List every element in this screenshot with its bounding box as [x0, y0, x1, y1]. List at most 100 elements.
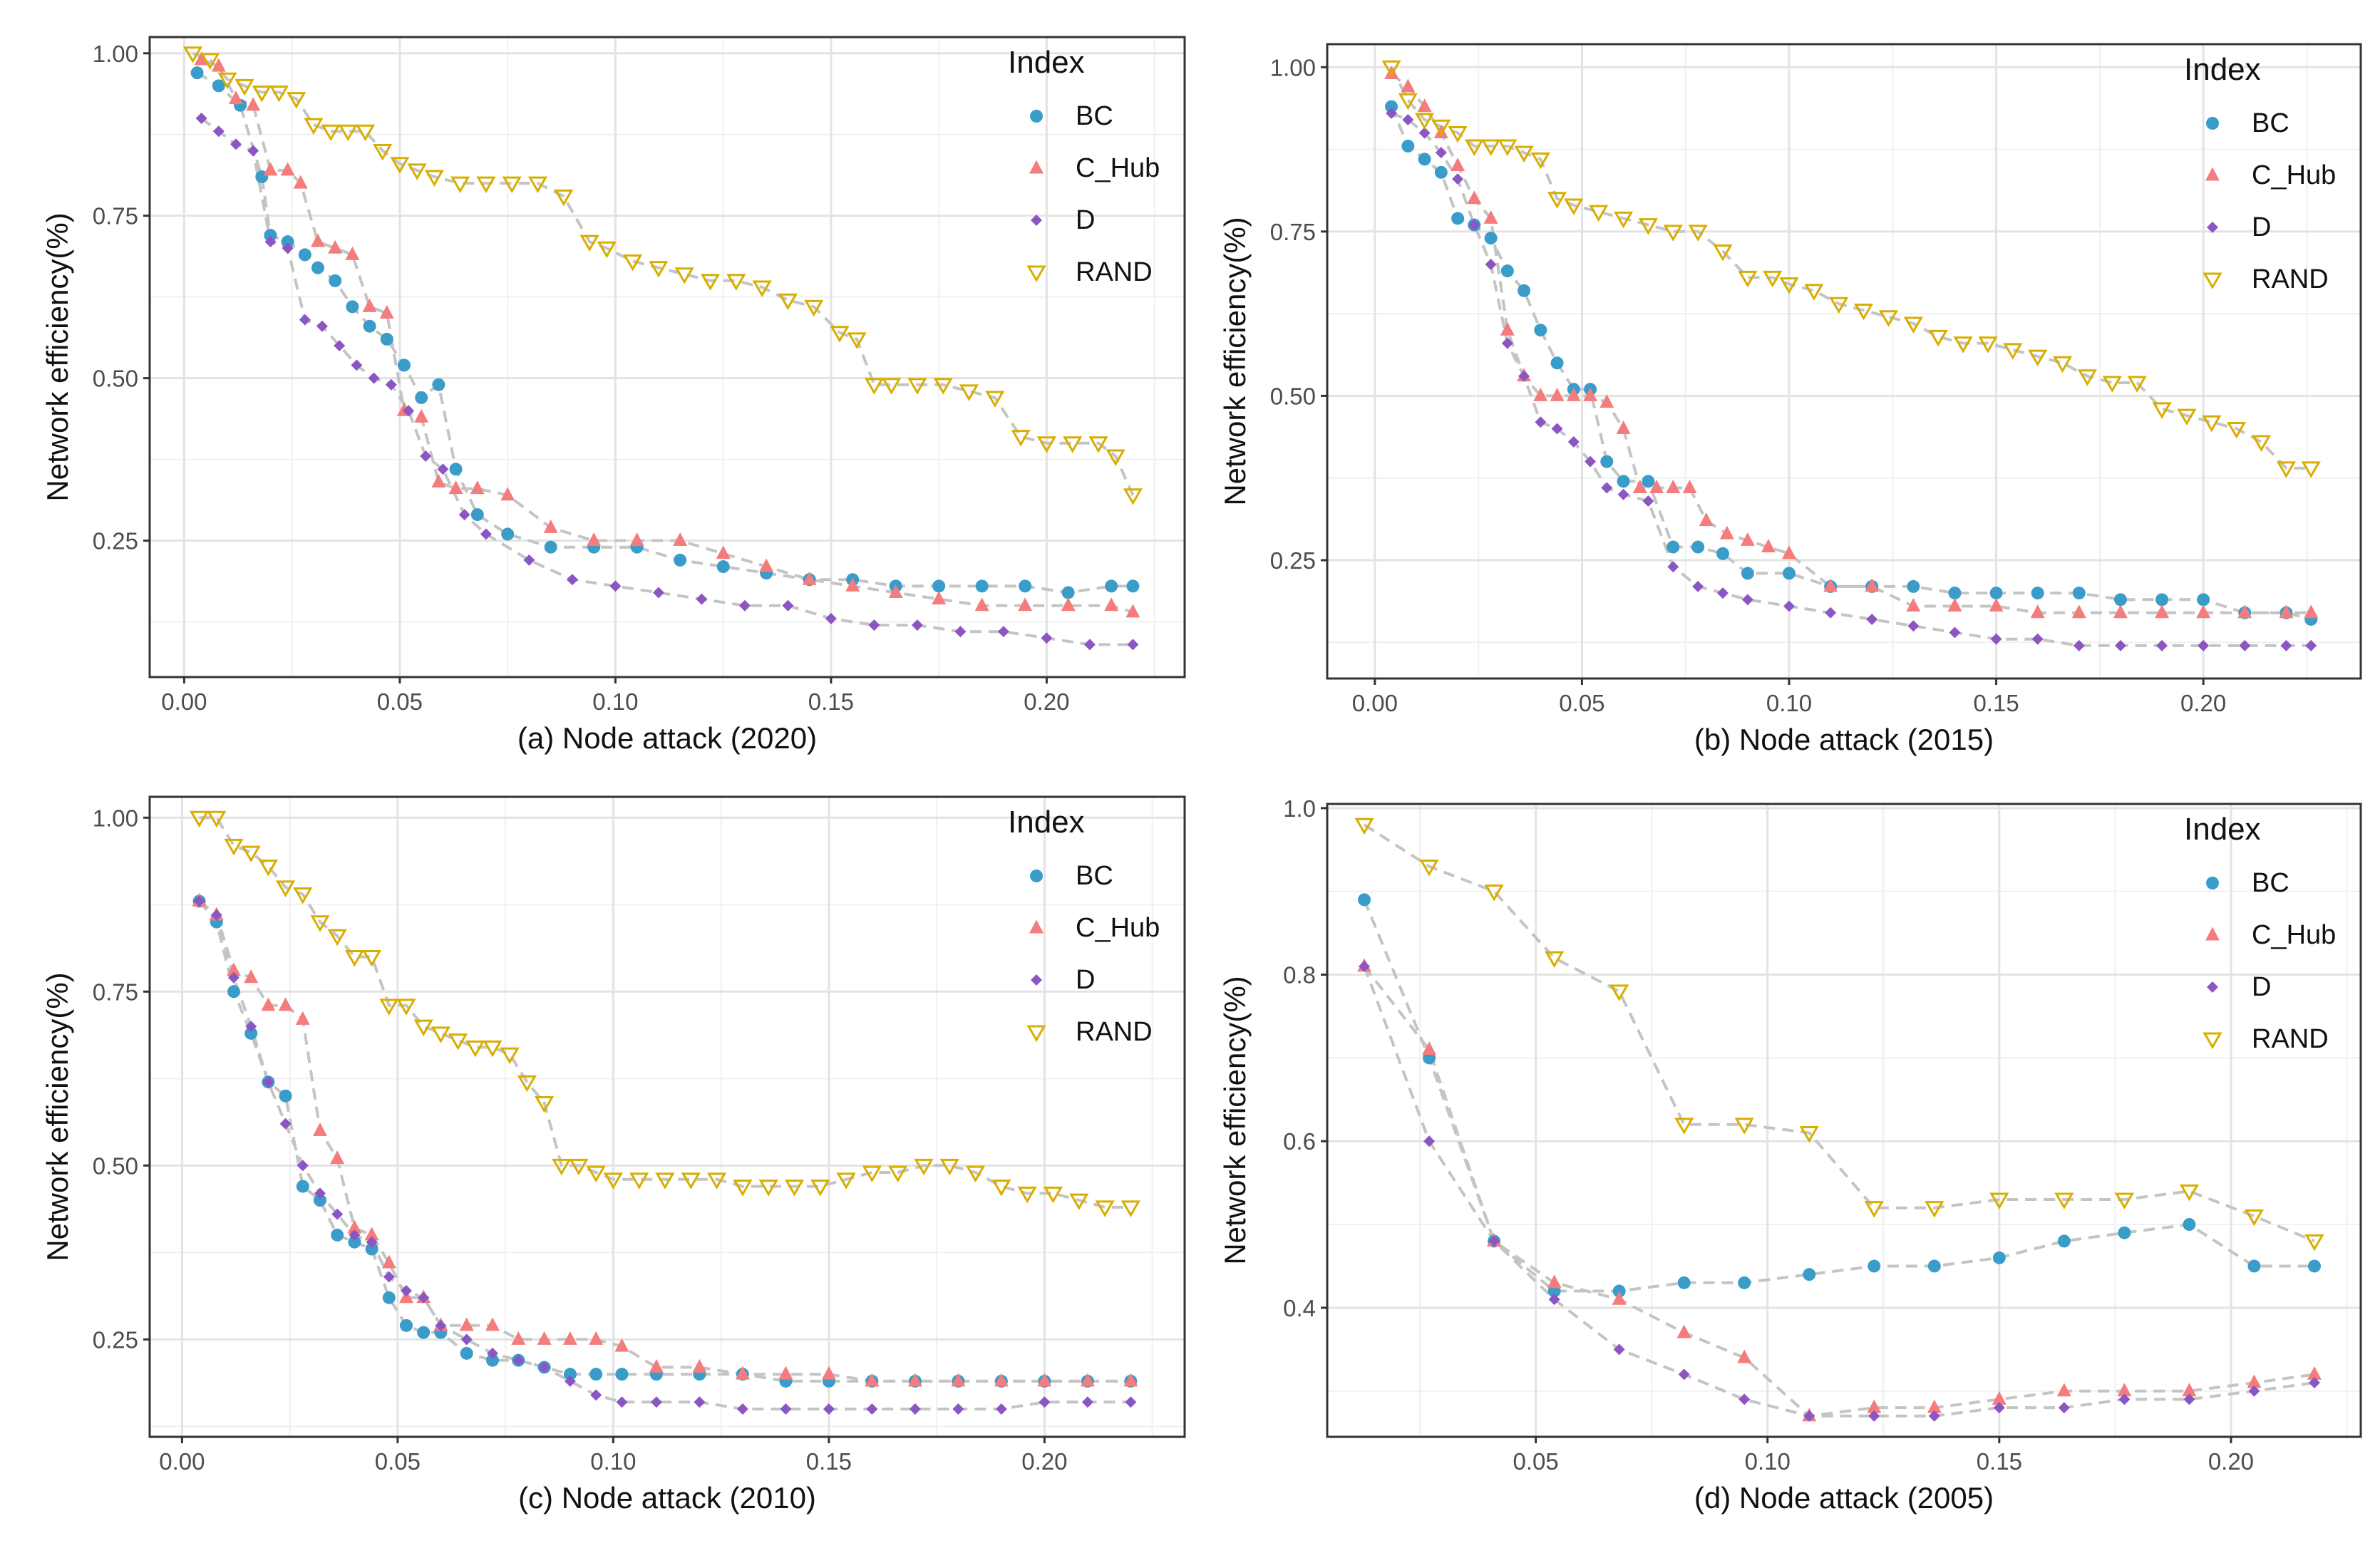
data-point: [1095, 1200, 1115, 1217]
data-point: [364, 1227, 379, 1241]
x-axis-title: (c) Node attack (2010): [518, 1481, 816, 1515]
data-point: [1638, 218, 1659, 235]
data-point: [537, 1331, 552, 1345]
data-point: [2058, 1402, 2070, 1414]
data-point: [534, 1095, 555, 1113]
data-point: [346, 300, 359, 314]
legend-key: [1029, 919, 1044, 934]
data-point: [975, 579, 989, 593]
data-point: [649, 1358, 664, 1373]
data-point: [1699, 512, 1714, 527]
data-point: [1738, 1393, 1751, 1405]
data-point: [694, 1396, 706, 1408]
chart-panel-3: 0.00 0.05 0.10 0.15 0.20 0.25 0.50 0.75 1.00 (c) …: [41, 795, 1186, 1515]
data-point: [211, 58, 226, 72]
data-point: [2155, 604, 2170, 619]
data-point: [334, 340, 346, 352]
data-point: [1825, 607, 1837, 619]
data-point: [2152, 402, 2172, 419]
data-point: [399, 1319, 413, 1332]
data-point: [1947, 598, 1962, 612]
data-point: [2247, 1374, 2262, 1388]
data-point: [1948, 587, 1962, 600]
plot-area: [150, 797, 1185, 1437]
series-points-c-hub: [192, 892, 1138, 1387]
data-point: [629, 532, 644, 547]
data-point: [390, 157, 410, 174]
data-point: [778, 1366, 793, 1380]
data-point: [227, 985, 240, 999]
data-point: [1550, 356, 1564, 370]
x-tick-label: 0.15: [1977, 1448, 2022, 1475]
data-point: [907, 1373, 922, 1387]
data-point: [1448, 126, 1468, 143]
data-point: [586, 1165, 606, 1183]
data-point: [1741, 594, 1753, 606]
data-point: [2244, 1209, 2265, 1227]
data-point: [780, 1403, 792, 1415]
data-point: [1713, 244, 1733, 262]
legend-key: [2205, 167, 2220, 181]
legend-item-c-hub: C_Hub: [1029, 153, 1160, 183]
x-tick-label: 0.20: [2208, 1448, 2254, 1475]
data-point: [480, 528, 492, 540]
data-point: [261, 997, 276, 1011]
legend-label: RAND: [2252, 1024, 2329, 1054]
data-point: [2031, 587, 2044, 600]
data-point: [418, 1291, 430, 1304]
data-point: [932, 591, 947, 605]
data-point: [355, 124, 376, 142]
data-point: [1779, 277, 1799, 294]
data-point: [263, 162, 278, 176]
data-point: [2280, 639, 2292, 651]
data-point: [997, 626, 1009, 638]
plot-border: [148, 36, 1186, 679]
data-point: [483, 1040, 503, 1058]
y-tick-label: 0.50: [93, 1152, 138, 1179]
data-point: [825, 612, 837, 624]
data-point: [2072, 587, 2086, 600]
data-point: [366, 1236, 378, 1248]
data-point: [313, 1194, 326, 1207]
data-point: [299, 314, 311, 326]
data-point: [328, 239, 343, 254]
series-line-bc: [1363, 899, 2314, 1293]
data-point: [1667, 561, 1679, 573]
x-tick-label: 0.00: [161, 688, 207, 715]
data-point: [1550, 387, 1565, 401]
data-point: [449, 463, 463, 476]
data-point: [1011, 430, 1031, 447]
data-point: [1017, 1186, 1037, 1204]
data-point: [362, 298, 377, 312]
legend: Index BC C_Hub D RAND: [1008, 45, 1160, 287]
data-point: [1485, 258, 1497, 270]
series-points-rand: [1354, 817, 2324, 1252]
data-point: [716, 545, 731, 559]
data-point: [1484, 232, 1498, 245]
data-point: [345, 246, 360, 260]
plot-border: [1326, 43, 2362, 680]
data-point: [2307, 1259, 2321, 1273]
data-point: [512, 1354, 525, 1366]
data-point: [523, 554, 535, 566]
data-point: [400, 1285, 412, 1297]
data-point: [511, 1331, 526, 1345]
data-point: [230, 138, 242, 150]
data-point: [2197, 593, 2210, 607]
data-point: [450, 176, 470, 194]
data-point: [1585, 455, 1597, 468]
legend-title: Index: [1008, 45, 1085, 80]
data-point: [1677, 1276, 1691, 1289]
legend-label: D: [2252, 972, 2271, 1002]
data-point: [252, 85, 272, 103]
series-line-d: [1363, 966, 2315, 1418]
y-tick-label: 1.0: [1283, 795, 1316, 822]
legend-label: RAND: [1076, 257, 1153, 287]
data-point: [1039, 1396, 1051, 1408]
data-point: [1534, 324, 1547, 337]
data-point: [2052, 356, 2073, 373]
series-points-d: [1386, 107, 2317, 651]
data-point: [279, 1118, 292, 1130]
plot-area: [150, 37, 1185, 677]
data-point: [2056, 1383, 2071, 1397]
